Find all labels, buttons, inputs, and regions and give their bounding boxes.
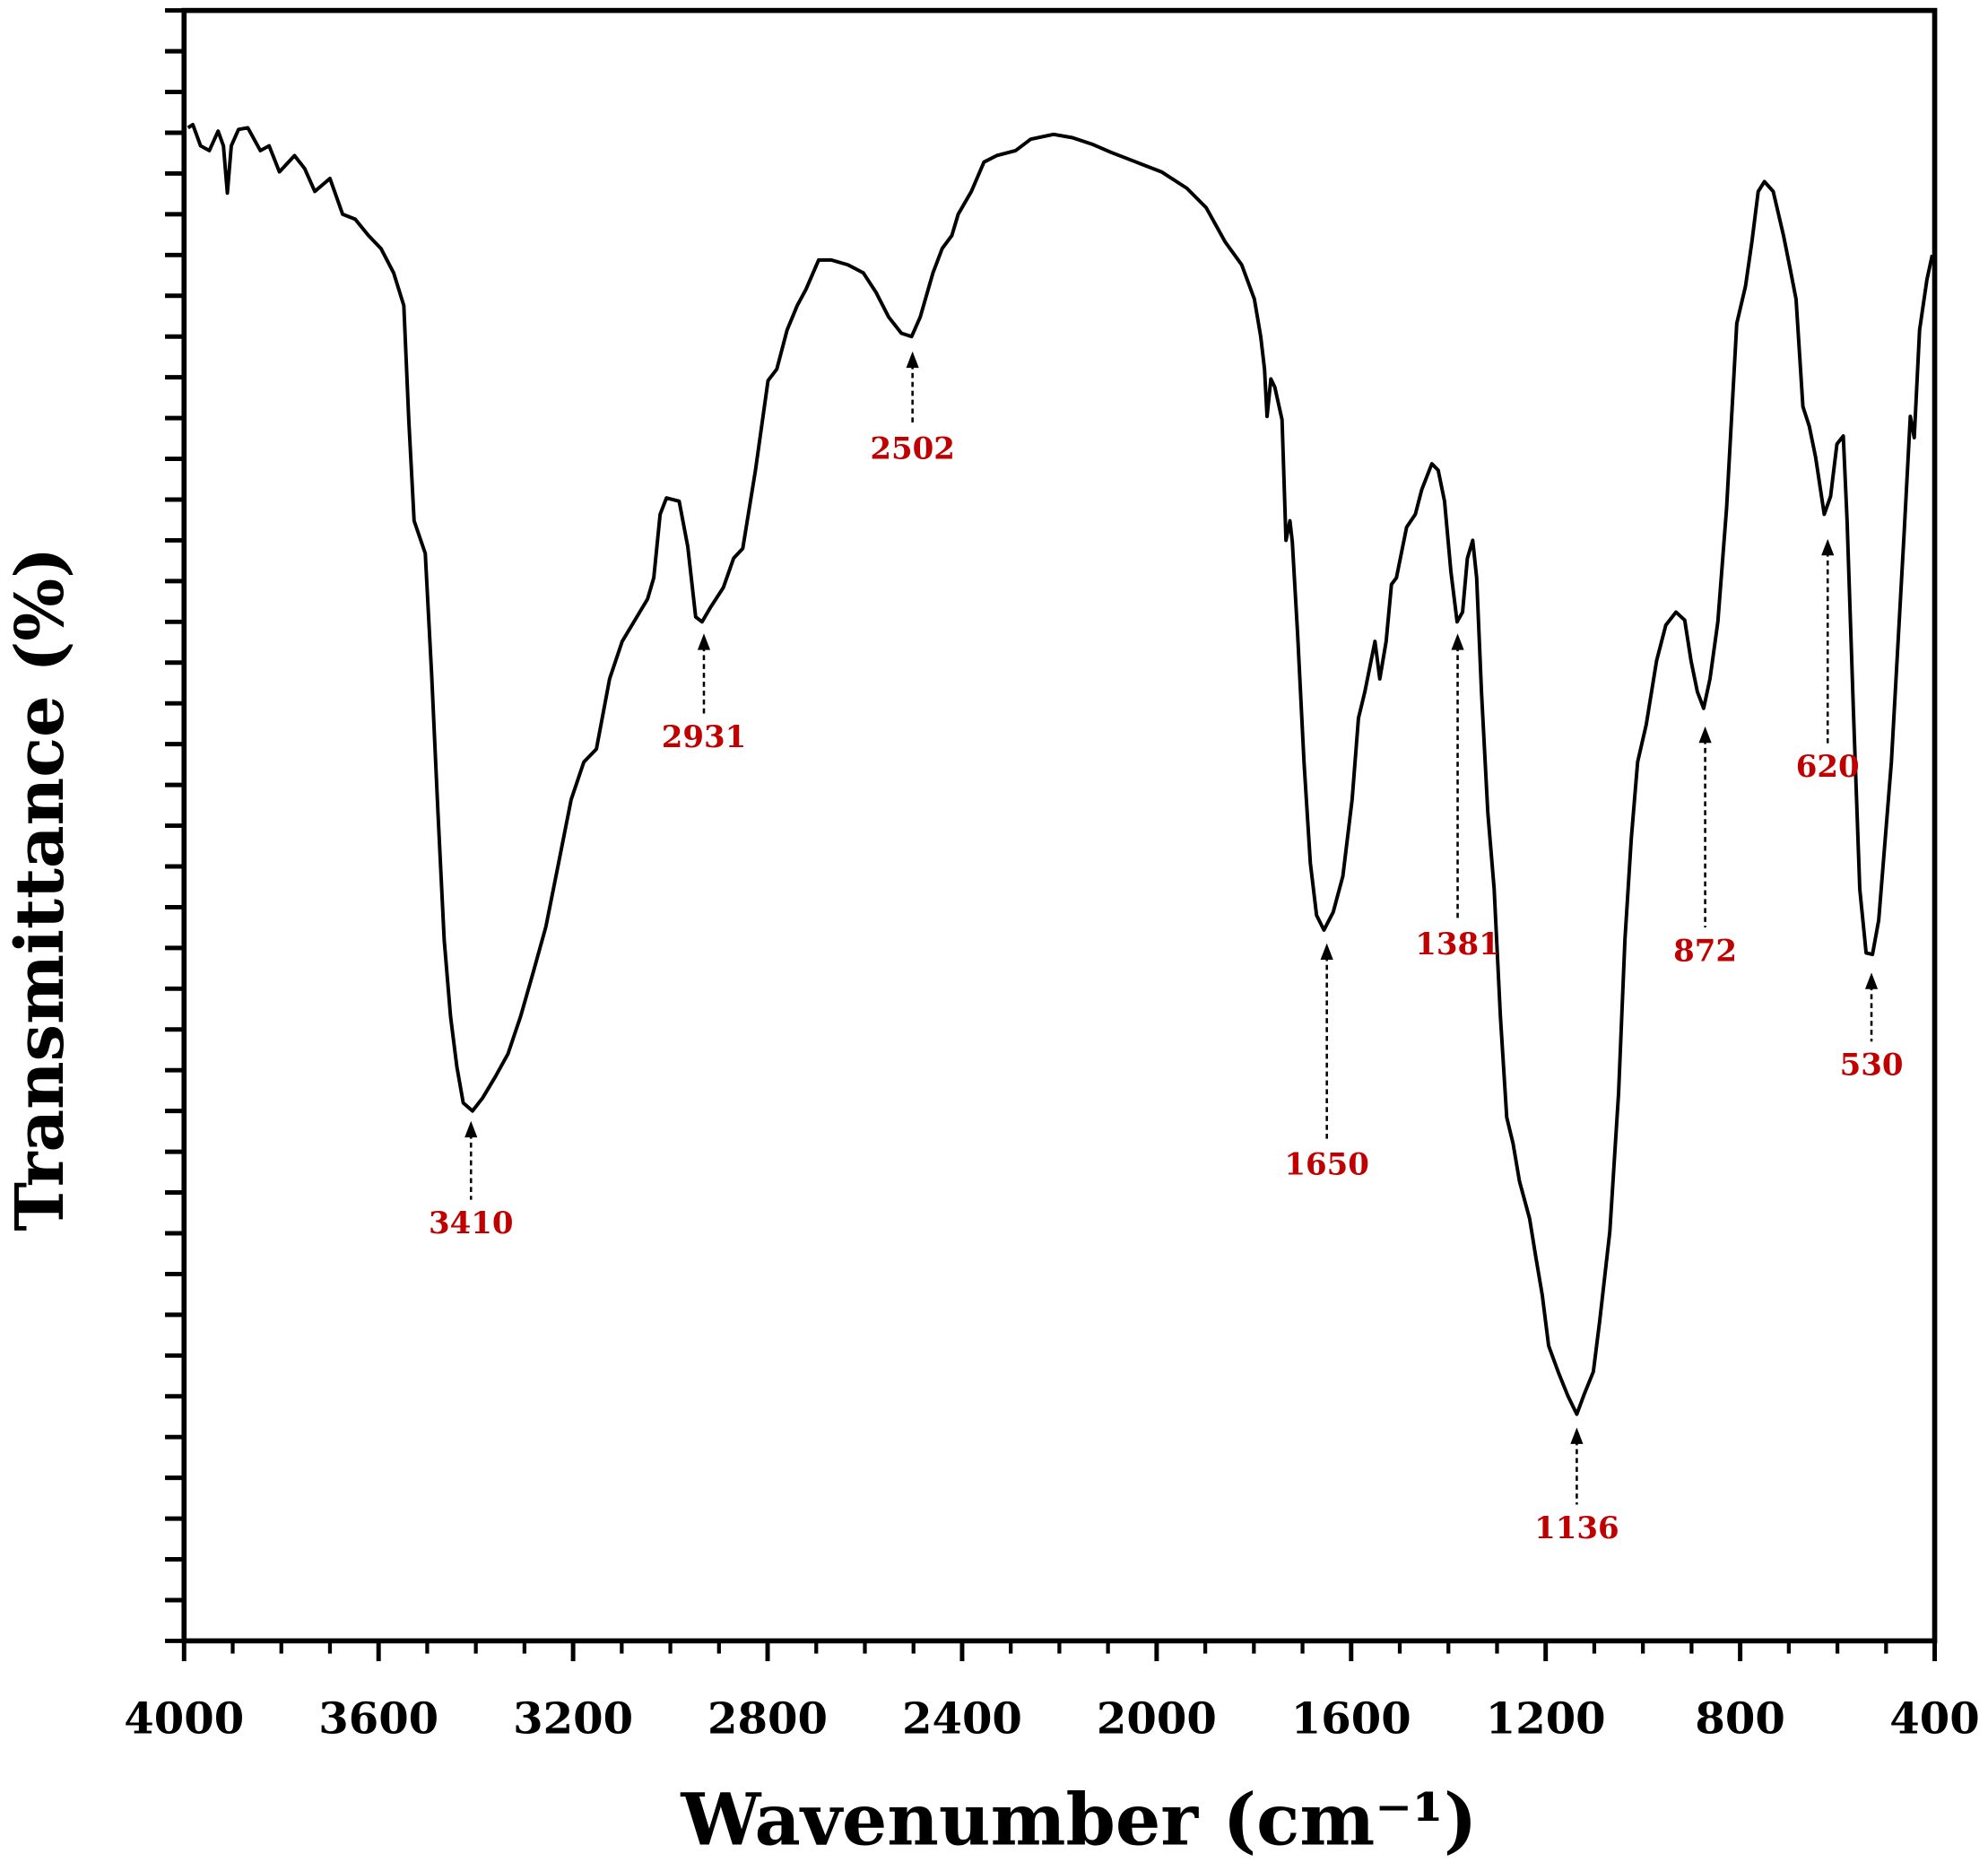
x-axis-title: Wavenumber (cm⁻¹) <box>680 1779 1477 1862</box>
x-tick-label: 400 <box>1889 1694 1979 1745</box>
annotation-label: 1381 <box>1415 927 1500 962</box>
annotation-arrowhead <box>1570 1427 1584 1444</box>
annotation-label: 2502 <box>870 431 955 466</box>
annotation-label: 2931 <box>662 719 747 755</box>
annotation-label: 620 <box>1796 749 1860 785</box>
x-tick-label: 2400 <box>902 1694 1022 1745</box>
x-tick-label: 1600 <box>1291 1694 1411 1745</box>
annotation-arrowhead <box>1451 633 1464 650</box>
annotation-arrowhead <box>906 351 919 369</box>
annotation-label: 3410 <box>429 1205 514 1241</box>
annotation-arrowhead <box>464 1120 478 1138</box>
annotation-arrowhead <box>1698 726 1712 744</box>
x-tick-label: 2800 <box>708 1694 828 1745</box>
annotation-label: 1650 <box>1284 1146 1369 1182</box>
x-tick-label: 1200 <box>1486 1694 1606 1745</box>
x-tick-label: 2000 <box>1097 1694 1217 1745</box>
annotation-label: 530 <box>1840 1048 1904 1083</box>
y-axis-title: Transmittance (%) <box>2 547 79 1231</box>
x-tick-label: 800 <box>1695 1694 1784 1745</box>
annotation-arrowhead <box>1864 972 1879 989</box>
x-tick-label: 3600 <box>318 1694 438 1745</box>
annotation-label: 872 <box>1673 933 1737 969</box>
annotation-arrowhead <box>697 633 711 650</box>
annotation-label: 1136 <box>1534 1510 1619 1546</box>
annotation-arrowhead <box>1320 943 1333 961</box>
annotation-arrowhead <box>1821 538 1835 556</box>
x-tick-label: 3200 <box>513 1694 633 1745</box>
spectrum-line <box>187 122 1934 1416</box>
plot-frame <box>181 7 1938 1644</box>
x-tick-label: 4000 <box>124 1694 244 1745</box>
